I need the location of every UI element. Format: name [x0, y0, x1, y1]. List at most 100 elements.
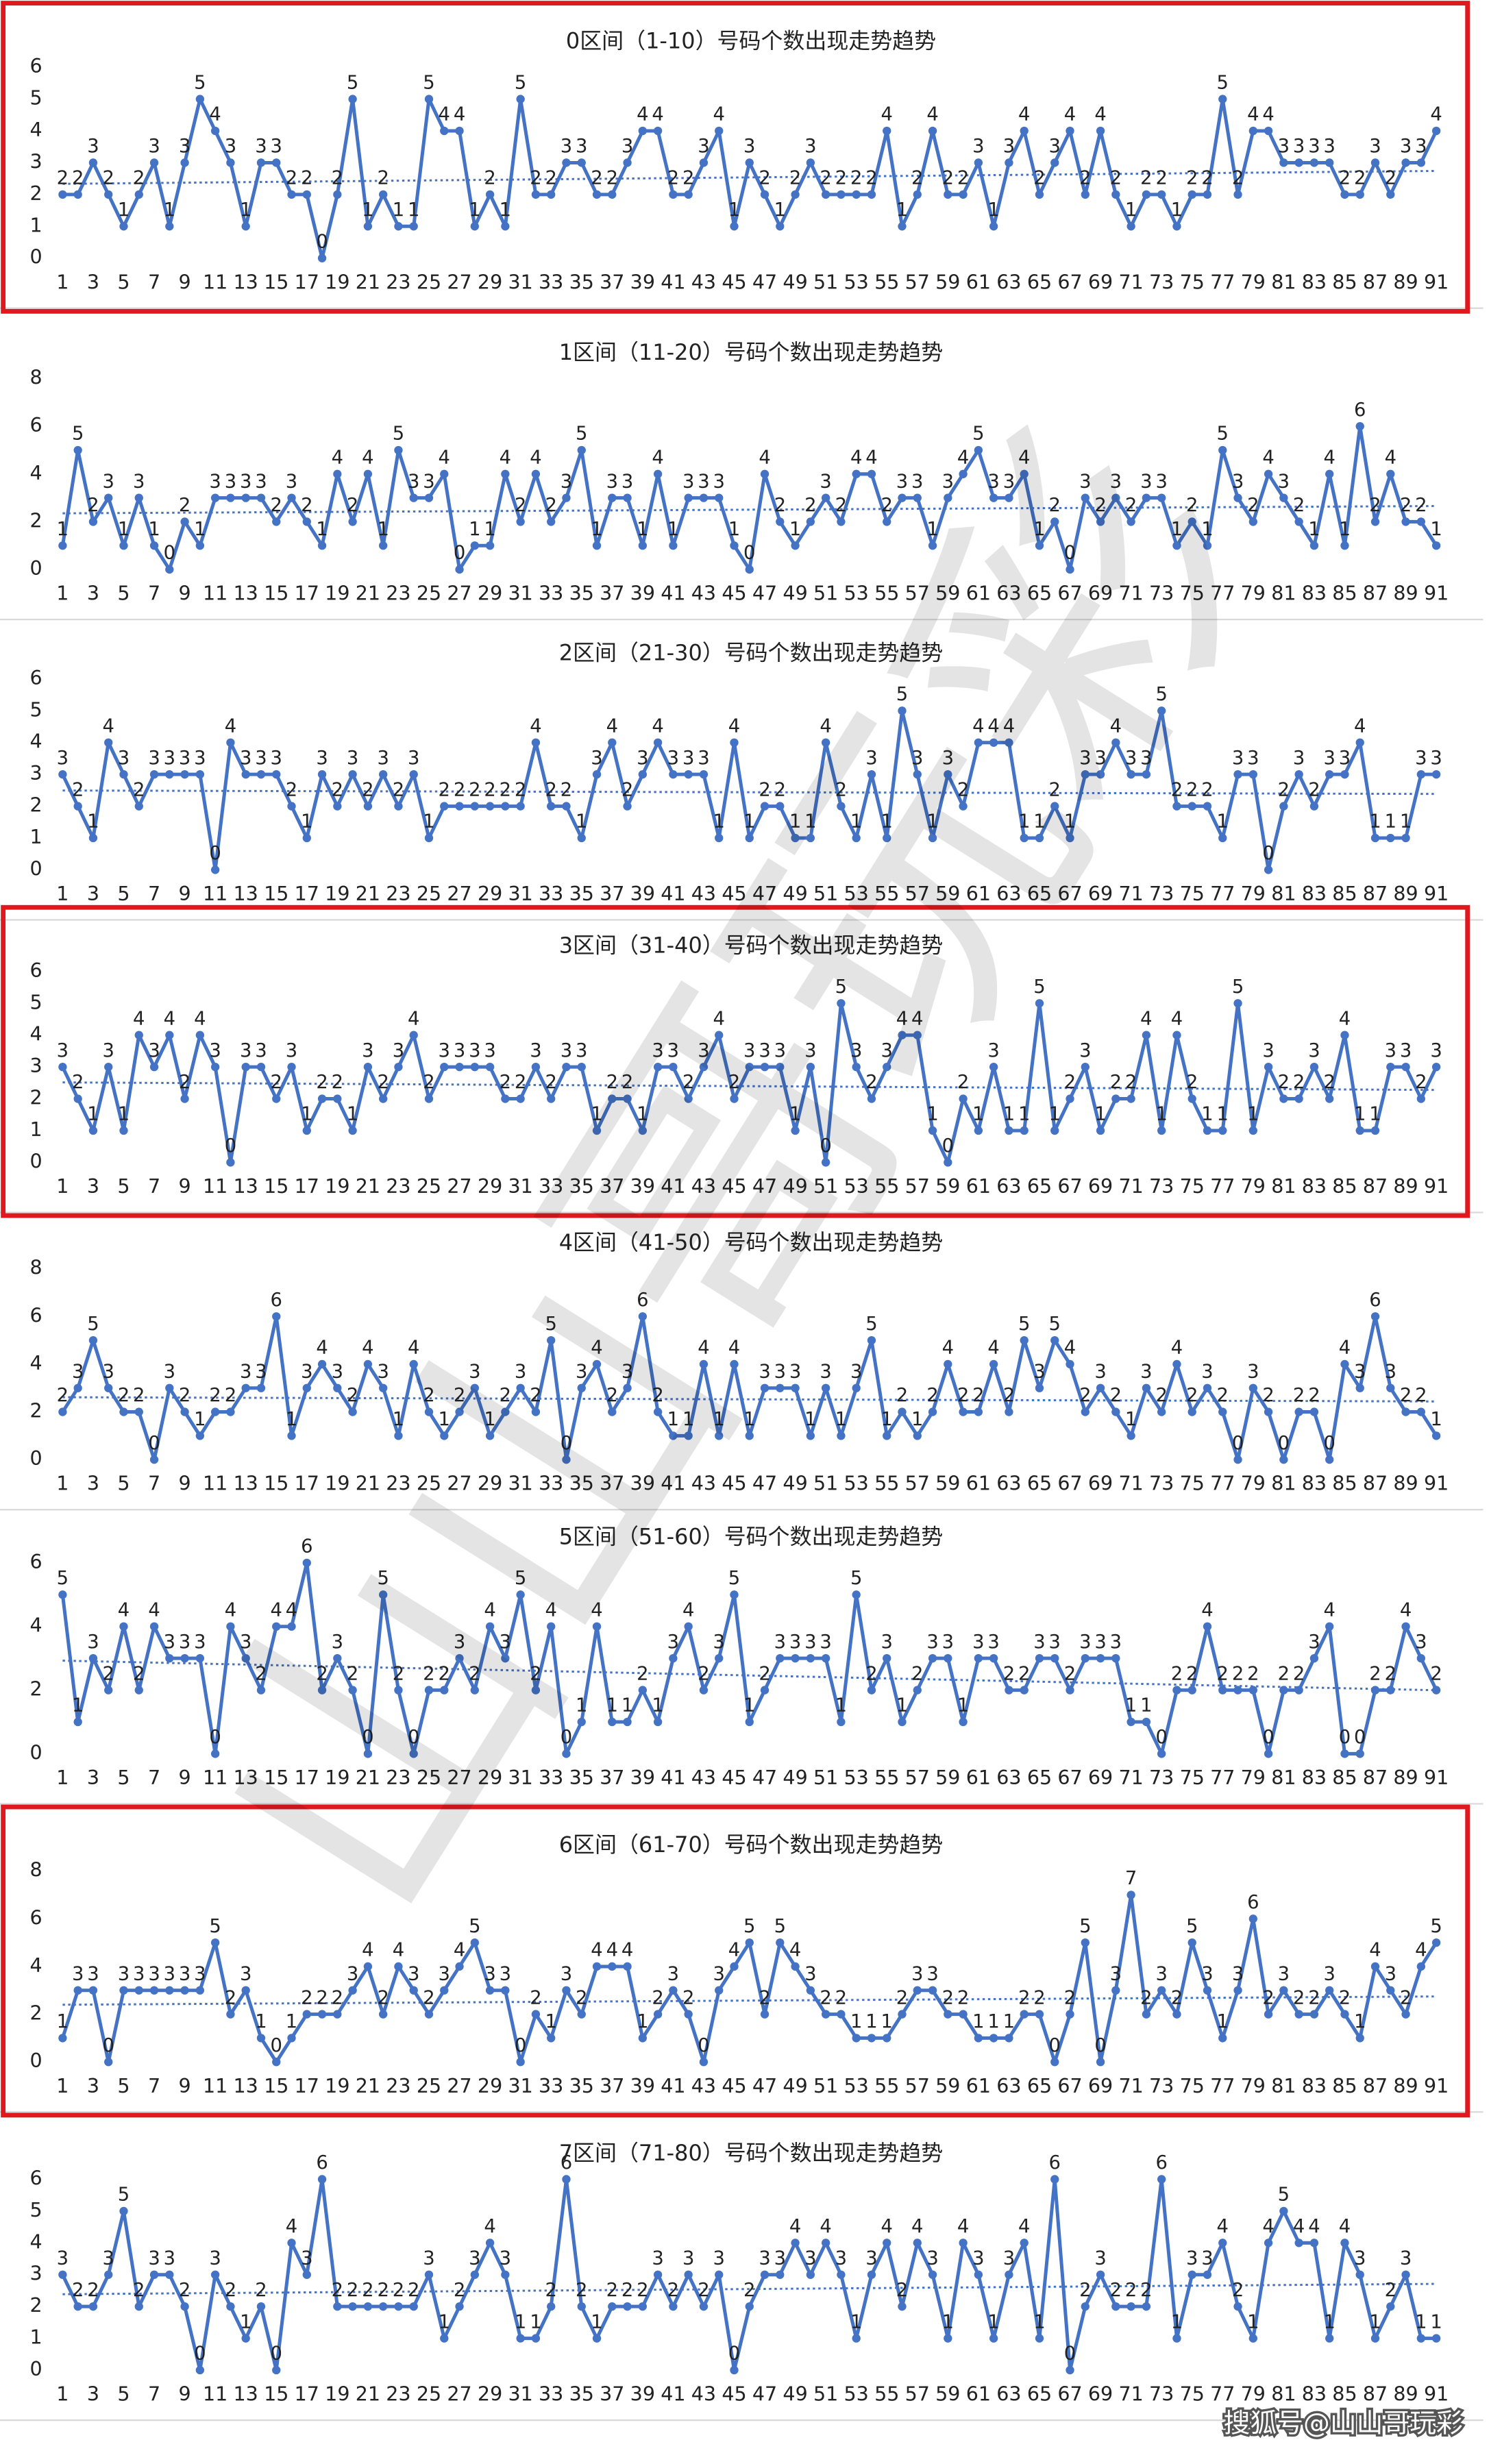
point [516, 1383, 525, 1392]
data-label: 2 [179, 1072, 190, 1093]
data-label: 2 [667, 2280, 679, 2301]
y-tick-label: 0 [30, 1447, 42, 1470]
data-label: 4 [1293, 2216, 1305, 2237]
point [974, 738, 983, 747]
data-label: 4 [133, 1008, 145, 1029]
point [928, 1126, 937, 1135]
data-label: 6 [561, 2152, 572, 2173]
point [1157, 706, 1166, 715]
y-tick-label: 4 [30, 1352, 42, 1375]
data-label: 3 [164, 1963, 175, 1984]
x-tick-label: 73 [1149, 1473, 1174, 1495]
x-tick-label: 51 [813, 2383, 838, 2406]
point [684, 770, 693, 779]
data-label: 2 [1125, 1072, 1137, 1093]
x-tick-label: 29 [478, 1473, 502, 1495]
point [730, 1590, 739, 1599]
x-tick-label: 85 [1332, 582, 1357, 605]
x-tick-label: 91 [1424, 1766, 1449, 1789]
data-label: 2 [301, 168, 312, 189]
point [1066, 1686, 1074, 1695]
data-label: 3 [377, 748, 389, 769]
point [516, 1590, 525, 1599]
data-label: 3 [972, 1631, 984, 1653]
x-tick-label: 41 [661, 1175, 685, 1198]
point [1248, 1126, 1257, 1135]
data-label: 4 [271, 1599, 282, 1621]
point [424, 833, 434, 843]
point [623, 1094, 632, 1103]
data-label: 0 [1064, 543, 1076, 564]
data-label: 2 [57, 168, 69, 189]
point [1401, 1407, 1410, 1416]
point [333, 1383, 342, 1392]
data-label: 1 [1430, 1409, 1442, 1430]
x-tick-label: 69 [1088, 2383, 1113, 2406]
x-tick-label: 77 [1210, 582, 1235, 605]
data-label: 2 [591, 168, 602, 189]
y-tick-label: 0 [30, 557, 42, 580]
point [608, 738, 617, 747]
point [256, 770, 266, 779]
x-tick-label: 27 [447, 2383, 471, 2406]
data-label: 1 [637, 519, 648, 540]
chart-title: 2区间（21-30）号码个数出现走势趋势 [559, 639, 944, 665]
point [58, 1590, 67, 1599]
x-tick-label: 31 [508, 271, 532, 293]
data-label: 1 [439, 1409, 450, 1430]
data-label: 4 [652, 715, 663, 737]
x-tick-label: 59 [935, 582, 960, 605]
data-label: 3 [1400, 2247, 1412, 2269]
data-label: 1 [1323, 2311, 1335, 2332]
x-tick-label: 37 [600, 1473, 624, 1495]
point [317, 254, 327, 262]
x-tick-label: 91 [1424, 1473, 1449, 1495]
point [1355, 190, 1364, 199]
data-label: 3 [1003, 471, 1015, 492]
point [409, 2302, 418, 2311]
data-label: 1 [1171, 2311, 1183, 2332]
data-label: 1 [1140, 1695, 1152, 1716]
x-tick-label: 11 [203, 1473, 227, 1495]
data-label: 4 [530, 447, 541, 468]
data-label: 5 [1278, 2184, 1290, 2206]
data-label: 2 [1278, 1663, 1290, 1684]
point [1066, 2365, 1074, 2375]
point [104, 190, 113, 199]
data-label: 2 [1247, 1663, 1259, 1684]
point [409, 1031, 418, 1039]
data-label: 2 [133, 2280, 145, 2301]
point [501, 1094, 510, 1103]
x-tick-label: 27 [447, 883, 471, 905]
point [653, 1062, 663, 1072]
data-label: 3 [896, 471, 908, 492]
data-label: 4 [957, 2216, 969, 2237]
point [760, 190, 770, 199]
data-label: 2 [133, 168, 145, 189]
point [1081, 1938, 1089, 1947]
point [440, 1431, 449, 1440]
x-tick-label: 35 [569, 1766, 594, 1789]
point [547, 2302, 556, 2311]
data-label: 1 [118, 199, 130, 221]
point [547, 2034, 556, 2043]
x-tick-label: 79 [1241, 1766, 1266, 1789]
point [1020, 126, 1029, 136]
x-tick-label: 25 [417, 883, 441, 905]
data-label: 3 [72, 1361, 84, 1382]
data-label: 1 [1339, 519, 1351, 540]
trendline [62, 2282, 1437, 2295]
point [1279, 1455, 1288, 1464]
point [989, 222, 998, 231]
point [776, 802, 785, 811]
point [1172, 2334, 1181, 2343]
data-label: 1 [255, 2011, 267, 2032]
point [1203, 1126, 1212, 1135]
data-label: 3 [255, 136, 267, 157]
data-label: 2 [332, 1072, 343, 1093]
point [88, 1654, 98, 1663]
x-tick-label: 83 [1302, 271, 1327, 293]
data-label: 2 [332, 779, 343, 800]
point [195, 2365, 205, 2375]
